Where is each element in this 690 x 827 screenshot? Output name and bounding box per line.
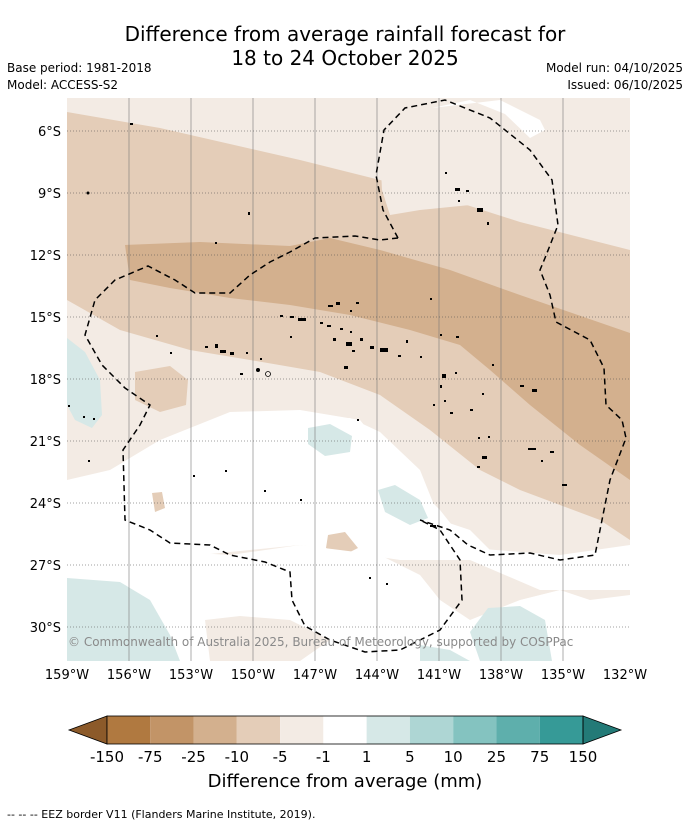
- map-title: Difference from average rainfall forecas…: [0, 22, 690, 70]
- colorbar-tick-label: 5: [405, 748, 415, 766]
- eez-borders: [84, 99, 627, 653]
- colorbar-segment: [366, 716, 410, 744]
- colorbar-segment: [150, 716, 194, 744]
- colorbar-segment: [107, 716, 151, 744]
- lat-label-24s: 24°S: [30, 497, 61, 512]
- lon-label-138w: 138°W: [479, 668, 523, 683]
- lat-label-15s: 15°S: [30, 311, 61, 326]
- colorbar-tick-label: 75: [530, 748, 549, 766]
- colorbar-tick-label: 1: [362, 748, 372, 766]
- lon-axis-labels: 159°W 156°W 153°W 150°W 147°W 144°W 141°…: [45, 668, 647, 683]
- colorbar-segment: [193, 716, 237, 744]
- white-top-right: [432, 100, 545, 138]
- colorbar-tick-label: 150: [569, 748, 598, 766]
- lon-label-150w: 150°W: [231, 668, 275, 683]
- colorbar-title: Difference from average (mm): [207, 771, 483, 792]
- eez-marquesas: [375, 99, 627, 561]
- white-near-eez-north: [380, 150, 545, 215]
- map-panel: © Commonwealth of Australia 2025, Bureau…: [30, 98, 647, 683]
- title-line-1: Difference from average rainfall forecas…: [124, 22, 566, 46]
- band-light-brown: [67, 112, 630, 540]
- lon-label-141w: 141°W: [417, 668, 461, 683]
- lon-label-132w: 132°W: [603, 668, 647, 683]
- meta-right: Model run: 04/10/2025 Issued: 06/10/2025: [546, 60, 683, 94]
- title-line-2: 18 to 24 October 2025: [231, 46, 459, 70]
- patch-teal-west: [67, 338, 102, 428]
- gridlines: [67, 98, 630, 661]
- colorbar-segment: [236, 716, 281, 744]
- issued-date: Issued: 06/10/2025: [567, 78, 683, 92]
- meta-left: Base period: 1981-2018 Model: ACCESS-S2: [7, 60, 152, 94]
- lat-label-6s: 6°S: [38, 125, 61, 140]
- lat-label-18s: 18°S: [30, 373, 61, 388]
- base-period: Base period: 1981-2018: [7, 61, 152, 75]
- colorbar-extend-low: [67, 715, 108, 745]
- lon-label-153w: 153°W: [169, 668, 213, 683]
- lat-label-27s: 27°S: [30, 559, 61, 574]
- colorbar-tick-label: 10: [444, 748, 463, 766]
- model-run: Model run: 04/10/2025: [545, 61, 683, 75]
- lat-label-30s: 30°S: [30, 621, 61, 636]
- colorbar-tick-label: -75: [138, 748, 163, 766]
- islands: [68, 123, 567, 585]
- patch-light-east: [420, 645, 470, 661]
- colorbar: -150 -75 -25 -10 -5 -1 1 5 10 25 75 150: [67, 715, 623, 766]
- colorbar-extend-high: [582, 715, 623, 745]
- colorbar-tick-label: -10: [225, 748, 250, 766]
- colorbar-segment: [496, 716, 540, 744]
- lat-axis-labels: 6°S 9°S 12°S 15°S 18°S 21°S 24°S 27°S 30…: [30, 125, 61, 636]
- lat-label-12s: 12°S: [30, 249, 61, 264]
- lat-label-9s: 9°S: [38, 187, 61, 202]
- patch-teal-24s: [378, 485, 428, 525]
- rainfall-fill-layer: [67, 98, 630, 661]
- lon-label-159w: 159°W: [45, 668, 89, 683]
- patch-teal-sw: [67, 578, 180, 661]
- colorbar-segment: [453, 716, 497, 744]
- model-name: Model: ACCESS-S2: [7, 78, 119, 92]
- lon-label-144w: 144°W: [355, 668, 399, 683]
- colorbar-segment: [323, 716, 367, 744]
- lon-label-156w: 156°W: [107, 668, 151, 683]
- copyright-text: © Commonwealth of Australia 2025, Bureau…: [68, 635, 573, 649]
- colorbar-tick-label: -1: [316, 748, 331, 766]
- lon-label-135w: 135°W: [541, 668, 585, 683]
- colorbar-segment: [409, 716, 454, 744]
- eez-french-polynesia-west: [84, 235, 463, 653]
- eez-footnote: -- -- -- EEZ border V11 (Flanders Marine…: [7, 808, 316, 821]
- white-gap-21s: [155, 418, 500, 560]
- colorbar-tick-label: -150: [90, 748, 124, 766]
- band-mid-brown: [125, 238, 630, 480]
- colorbar-tick-label: 25: [487, 748, 506, 766]
- patch-brown-24s: [152, 492, 165, 512]
- colorbar-segment: [280, 716, 324, 744]
- lon-label-147w: 147°W: [293, 668, 337, 683]
- patch-brown-18s: [135, 366, 188, 412]
- lat-label-21s: 21°S: [30, 435, 61, 450]
- patch-teal-21s: [308, 424, 352, 456]
- colorbar-tick-label: -5: [273, 748, 288, 766]
- colorbar-tick-label: -25: [181, 748, 206, 766]
- colorbar-frame: [106, 715, 584, 745]
- colorbar-segment: [539, 716, 583, 744]
- patch-teal-se: [470, 606, 552, 661]
